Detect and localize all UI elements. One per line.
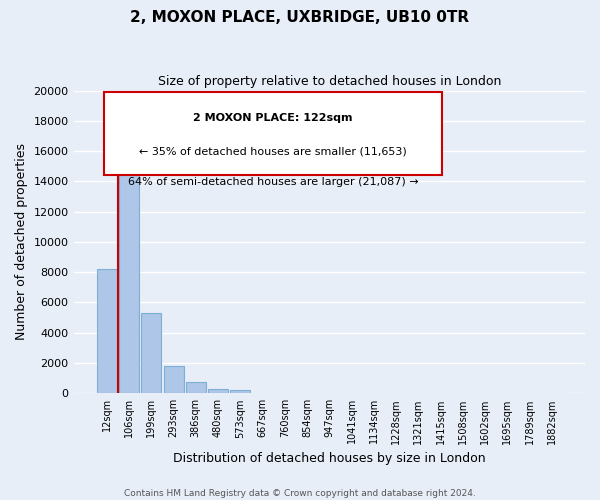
Bar [119, 142, 139, 394]
Bar [186, 382, 206, 394]
Text: 2, MOXON PLACE, UXBRIDGE, UB10 0TR: 2, MOXON PLACE, UXBRIDGE, UB10 0TR [130, 10, 470, 25]
Bar [141, 313, 161, 394]
Text: 64% of semi-detached houses are larger (21,087) →: 64% of semi-detached houses are larger (… [128, 177, 418, 187]
Bar [208, 389, 228, 394]
Bar [164, 366, 184, 394]
Y-axis label: Number of detached properties: Number of detached properties [15, 144, 28, 340]
Title: Size of property relative to detached houses in London: Size of property relative to detached ho… [158, 75, 501, 88]
Text: ← 35% of detached houses are smaller (11,653): ← 35% of detached houses are smaller (11… [139, 146, 407, 156]
Text: 2 MOXON PLACE: 122sqm: 2 MOXON PLACE: 122sqm [193, 114, 353, 124]
Text: Contains HM Land Registry data © Crown copyright and database right 2024.: Contains HM Land Registry data © Crown c… [124, 488, 476, 498]
X-axis label: Distribution of detached houses by size in London: Distribution of detached houses by size … [173, 452, 485, 465]
FancyBboxPatch shape [104, 92, 442, 176]
Bar [230, 390, 250, 394]
Bar [97, 269, 117, 394]
